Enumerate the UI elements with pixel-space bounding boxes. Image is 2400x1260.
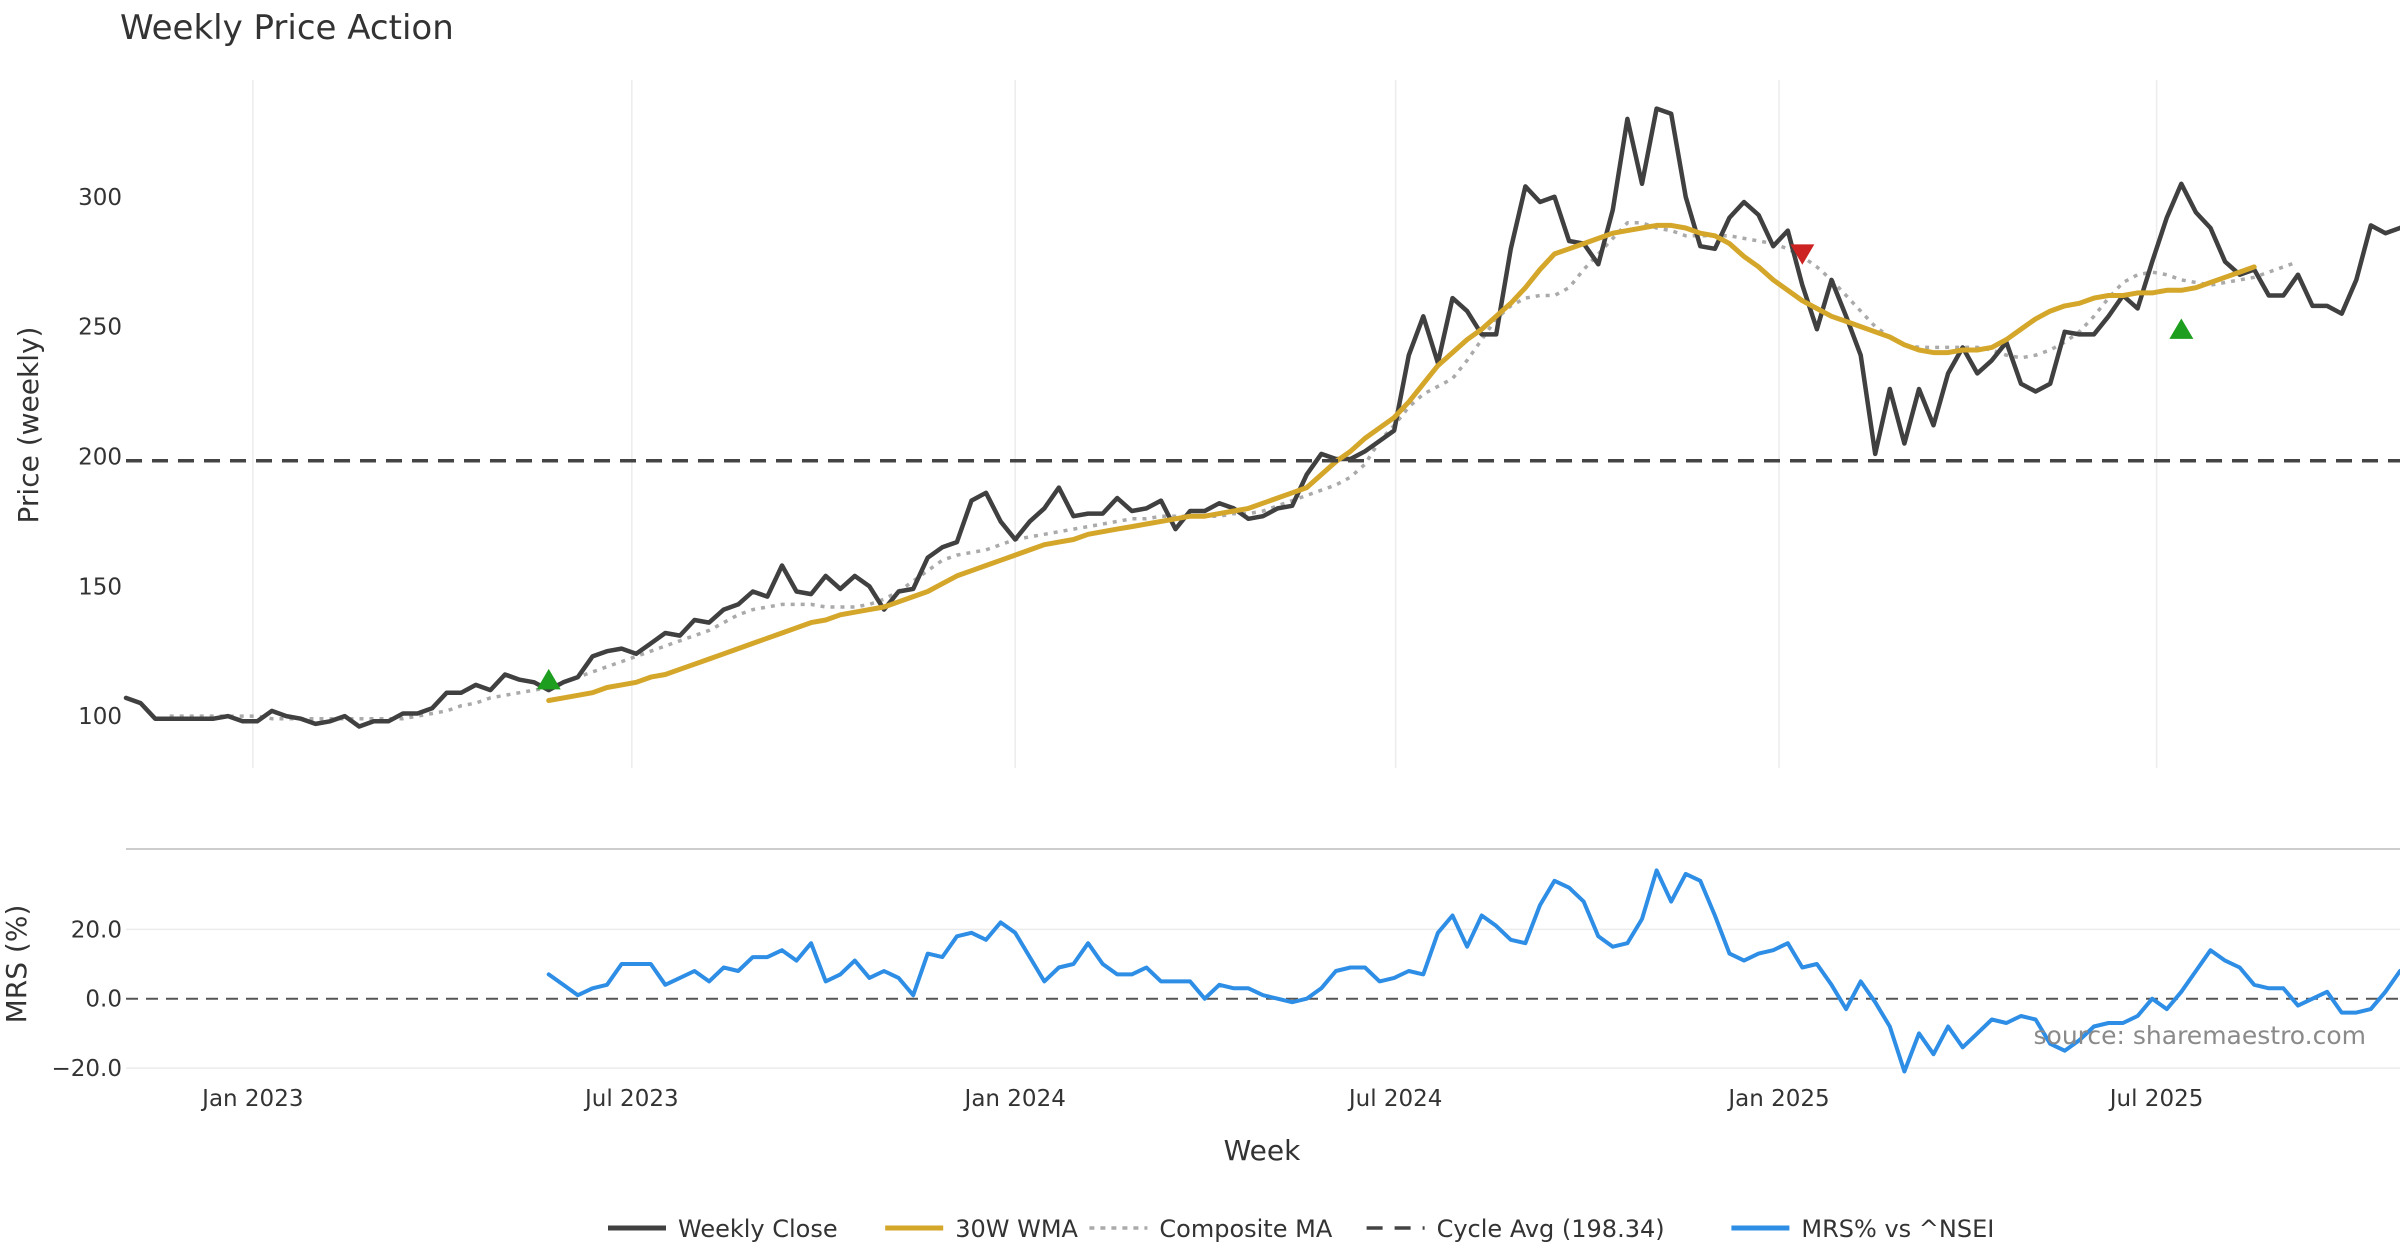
legend-label: Cycle Avg (198.34)	[1437, 1215, 1665, 1243]
x-axis: Jan 2023 Jul 2023 Jan 2024 Jul 2024 Jan 2025…	[200, 1086, 2203, 1112]
x-tick-label: Jul 2025	[2108, 1086, 2204, 1112]
x-axis-label: Week	[1224, 1134, 1301, 1167]
buy-signal-marker	[2169, 318, 2194, 339]
price-axis-label: Price (weekly)	[12, 327, 45, 524]
composite-ma-line	[169, 221, 2299, 721]
legend-label: Composite MA	[1159, 1215, 1332, 1243]
mrs-line	[546, 868, 2400, 1074]
legend-label: MRS% vs ^NSEI	[1801, 1215, 1994, 1243]
gridlines	[126, 80, 2400, 1069]
buy-signal-marker	[536, 668, 561, 690]
price-tick-label: 300	[78, 185, 122, 211]
price-tick-label: 100	[78, 704, 122, 730]
legend-label: Weekly Close	[678, 1215, 838, 1243]
sell-signal-marker	[1790, 244, 1815, 265]
legend: Weekly Close 30W WMA Composite MA Cycle Avg…	[608, 1215, 1994, 1243]
x-tick-label: Jan 2024	[963, 1086, 1066, 1112]
x-tick-label: Jan 2023	[200, 1086, 303, 1112]
price-tick-label: 150	[78, 574, 122, 600]
chart-title: Weekly Price Action	[120, 8, 454, 48]
price-tick-label: 200	[78, 444, 122, 470]
wma-30w-line	[546, 222, 2257, 703]
mrs-tick-label: 0.0	[85, 987, 122, 1013]
x-tick-label: Jul 2023	[583, 1086, 679, 1112]
weekly-close-line	[123, 106, 2400, 729]
mrs-tick-label: −20.0	[52, 1056, 122, 1082]
legend-label: 30W WMA	[955, 1215, 1078, 1243]
x-tick-label: Jan 2025	[1726, 1086, 1829, 1112]
price-panel: 100 150 200 250 300	[78, 106, 2400, 730]
price-tick-label: 250	[78, 315, 122, 341]
x-tick-label: Jul 2024	[1347, 1086, 1443, 1112]
mrs-axis-label: MRS (%)	[0, 905, 33, 1024]
source-annotation: source: sharemaestro.com	[2034, 1021, 2367, 1050]
mrs-tick-label: 20.0	[71, 917, 122, 943]
mrs-panel: 20.0 0.0 −20.0	[52, 868, 2400, 1082]
